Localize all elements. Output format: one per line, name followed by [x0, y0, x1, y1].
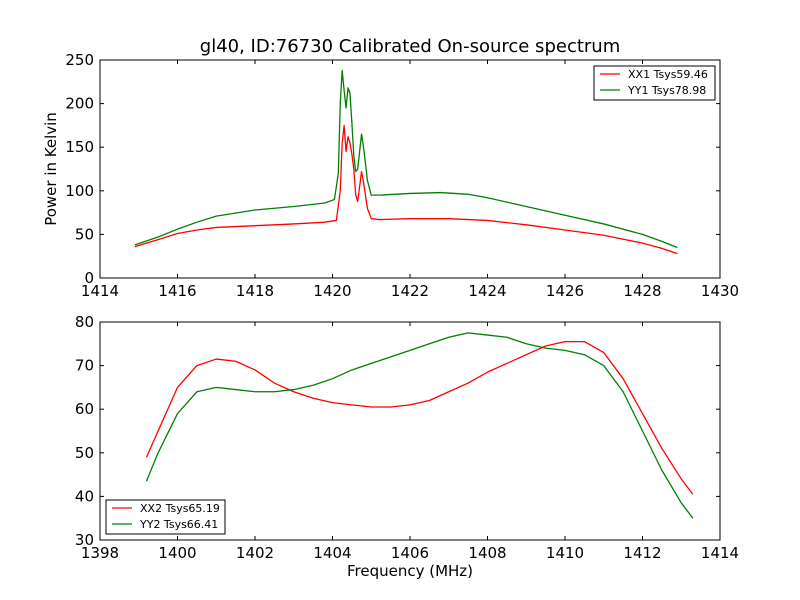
bottom-chart-xtick-label-1400: 1400: [158, 544, 196, 562]
top-chart-ylabel: Power in Kelvin: [42, 112, 60, 226]
top-chart: gl40, ID:76730 Calibrated On-source spec…: [42, 36, 739, 300]
top-chart-ytick-label-50: 50: [75, 225, 94, 243]
bottom-chart-series-xx2-line: [145, 340, 694, 495]
bottom-chart-legend-box: [105, 499, 226, 535]
bottom-chart-xlabel: Frequency (MHz): [347, 562, 473, 580]
bottom-chart-legend-label-xx2: XX2 Tsys65.19: [140, 502, 220, 515]
bottom-chart-legend: XX2 Tsys65.19 YY2 Tsys66.41: [105, 499, 226, 535]
top-chart-xtick-label-1430: 1430: [701, 282, 739, 300]
top-chart-ticks: 1414 1416 1418 1420 1422 1424 1426 1428 1430 0 50 1…: [65, 51, 739, 300]
top-chart-xtick-label-1422: 1422: [391, 282, 429, 300]
bottom-chart-xtick-label-1404: 1404: [313, 544, 351, 562]
bottom-chart-series-layer: [145, 332, 694, 519]
bottom-chart-xtick-label-1410: 1410: [546, 544, 584, 562]
top-chart-series-yy1-line: [134, 69, 678, 249]
top-chart-title: gl40, ID:76730 Calibrated On-source spec…: [200, 36, 620, 57]
top-chart-series-xx1-line: [134, 124, 678, 255]
top-chart-legend-label-xx1: XX1 Tsys59.46: [628, 68, 708, 81]
bottom-chart-xtick-label-1414: 1414: [701, 544, 739, 562]
bottom-chart-xtick-label-1412: 1412: [623, 544, 661, 562]
bottom-chart-xtick-label-1408: 1408: [468, 544, 506, 562]
top-chart-xtick-label-1420: 1420: [313, 282, 351, 300]
bottom-chart-ytick-label-40: 40: [75, 487, 94, 505]
top-chart-ytick-label-150: 150: [65, 138, 94, 156]
top-chart-xtick-label-1418: 1418: [236, 282, 274, 300]
bottom-chart-ticks: 1398 1400 1402 1404 1406 1408 1410 1412 1414 30 40…: [75, 313, 739, 562]
top-chart-xtick-label-1416: 1416: [158, 282, 196, 300]
bottom-chart-ytick-label-50: 50: [75, 444, 94, 462]
top-chart-xtick-label-1424: 1424: [468, 282, 506, 300]
bottom-chart-xtick-label-1406: 1406: [391, 544, 429, 562]
bottom-chart-ytick-label-80: 80: [75, 313, 94, 331]
bottom-chart: Frequency (MHz) 1398 1400 1402 1404 1406 1408…: [75, 313, 739, 580]
top-chart-xtick-label-1428: 1428: [623, 282, 661, 300]
top-chart-ytick-label-200: 200: [65, 95, 94, 113]
bottom-chart-series-yy2-line: [145, 332, 694, 519]
bottom-chart-ytick-label-60: 60: [75, 400, 94, 418]
top-chart-legend-label-yy1: YY1 Tsys78.98: [627, 84, 706, 97]
bottom-chart-legend-label-yy2: YY2 Tsys66.41: [139, 518, 218, 531]
bottom-chart-xtick-label-1402: 1402: [236, 544, 274, 562]
bottom-chart-xtick-label-1398: 1398: [81, 544, 119, 562]
top-chart-ytick-label-100: 100: [65, 182, 94, 200]
top-chart-legend: XX1 Tsys59.46 YY1 Tsys78.98: [593, 65, 716, 101]
bottom-chart-ytick-label-70: 70: [75, 357, 94, 375]
top-chart-ytick-label-0: 0: [84, 269, 94, 287]
top-chart-ytick-label-250: 250: [65, 51, 94, 69]
top-chart-xtick-label-1414: 1414: [81, 282, 119, 300]
top-chart-xtick-label-1426: 1426: [546, 282, 584, 300]
top-chart-series-layer: [134, 69, 678, 255]
bottom-chart-ytick-label-30: 30: [75, 531, 94, 549]
top-chart-legend-box: [593, 65, 716, 101]
